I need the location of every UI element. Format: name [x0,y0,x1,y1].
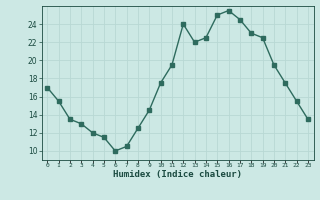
X-axis label: Humidex (Indice chaleur): Humidex (Indice chaleur) [113,170,242,179]
